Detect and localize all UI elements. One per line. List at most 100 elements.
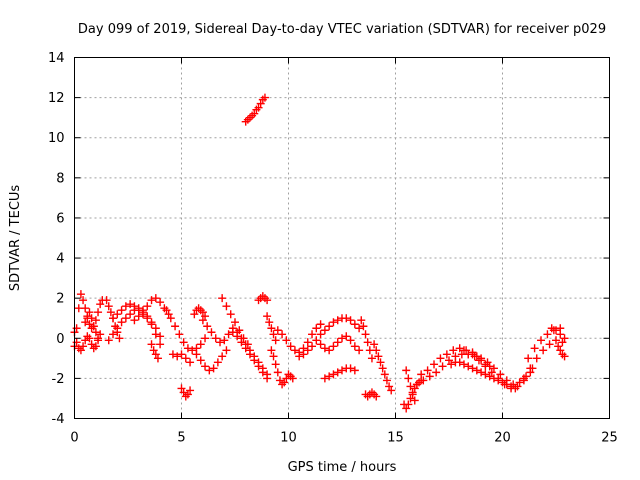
data-point <box>526 364 535 373</box>
data-point <box>552 326 560 335</box>
series-arc-j <box>168 350 195 367</box>
data-point <box>269 352 278 361</box>
data-point <box>175 330 184 339</box>
data-point <box>288 374 297 383</box>
data-point <box>237 338 246 347</box>
series-arc-s <box>263 312 280 345</box>
data-point <box>406 394 415 403</box>
series-arc-m <box>192 346 231 375</box>
data-point <box>143 302 152 311</box>
data-point <box>299 350 308 359</box>
data-point <box>316 330 325 339</box>
series-arc-x <box>320 364 359 383</box>
data-point <box>250 109 259 118</box>
data-point <box>560 352 569 361</box>
data-point <box>179 388 188 397</box>
data-point <box>143 314 152 323</box>
data-point <box>524 354 533 363</box>
data-point <box>79 342 88 351</box>
data-point <box>346 364 355 373</box>
data-point <box>162 306 171 315</box>
data-point <box>554 342 563 351</box>
grid-lines <box>74 57 610 419</box>
data-point <box>558 338 567 347</box>
data-point <box>173 352 182 361</box>
data-point <box>374 352 383 361</box>
data-point <box>459 360 468 369</box>
data-point <box>218 294 227 303</box>
series-arc-ak <box>554 342 569 361</box>
data-point <box>498 378 507 387</box>
data-point <box>201 362 210 371</box>
data-point <box>455 344 464 353</box>
data-point <box>209 364 218 373</box>
series-arc-z <box>361 388 381 401</box>
data-point <box>312 324 321 333</box>
data-point <box>91 316 100 325</box>
data-point <box>254 103 263 112</box>
data-point <box>425 372 434 381</box>
series-arc-b <box>70 328 105 355</box>
data-point <box>432 368 441 377</box>
data-point <box>117 318 126 327</box>
data-point <box>472 352 481 361</box>
data-point <box>537 336 546 345</box>
data-point <box>404 374 413 383</box>
data-point <box>282 336 291 345</box>
y-tick-label: 6 <box>56 211 64 226</box>
data-point <box>267 324 276 333</box>
data-point <box>545 340 554 349</box>
series-arc-l <box>190 304 210 321</box>
data-point <box>126 310 135 319</box>
series-arc-c <box>81 308 103 343</box>
data-point <box>231 318 239 327</box>
data-point <box>207 328 216 337</box>
data-point <box>378 364 387 373</box>
data-point <box>308 342 317 351</box>
data-point <box>239 334 248 343</box>
data-point <box>85 334 94 343</box>
data-point <box>370 340 379 349</box>
data-point <box>87 314 96 323</box>
data-point <box>94 334 103 343</box>
data-point <box>338 366 346 375</box>
data-point <box>481 360 490 369</box>
data-point <box>382 376 391 385</box>
data-point <box>222 346 231 355</box>
data-point <box>455 358 464 367</box>
data-point <box>494 376 503 385</box>
data-point <box>430 360 439 369</box>
data-point <box>333 368 342 377</box>
data-point <box>164 310 173 319</box>
data-point <box>489 364 498 373</box>
data-point <box>372 346 381 355</box>
data-point <box>387 386 396 395</box>
data-point <box>278 330 287 339</box>
x-tick-label: 15 <box>387 431 404 446</box>
data-point <box>515 378 524 387</box>
data-point <box>333 316 342 325</box>
x-tick-label: 5 <box>177 431 185 446</box>
data-point <box>263 374 272 383</box>
data-point <box>233 332 242 341</box>
data-point <box>273 326 282 335</box>
data-point <box>359 322 368 331</box>
y-axis-label: SDTVAR / TECUs <box>8 185 23 292</box>
data-point <box>102 296 111 305</box>
data-point <box>153 354 162 363</box>
data-point <box>117 306 126 315</box>
data-point <box>113 310 122 319</box>
data-point <box>485 362 494 371</box>
data-point <box>147 296 156 305</box>
x-tick-label: 0 <box>70 431 78 446</box>
data-points <box>70 93 569 413</box>
data-point <box>464 362 473 371</box>
data-point <box>547 324 556 333</box>
data-point <box>156 298 165 307</box>
data-point <box>147 318 156 327</box>
data-point <box>496 370 505 379</box>
data-point <box>151 294 160 303</box>
data-point <box>269 330 278 339</box>
data-point <box>308 330 317 339</box>
data-point <box>72 324 81 333</box>
